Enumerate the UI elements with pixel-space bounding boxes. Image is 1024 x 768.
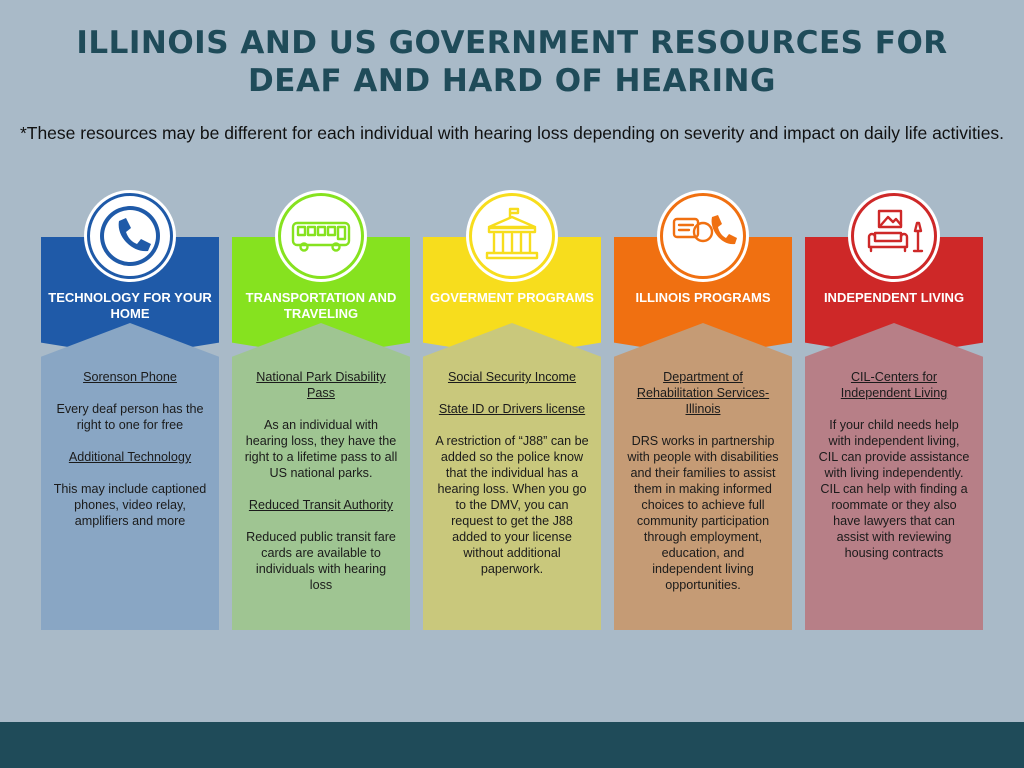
resource-link[interactable]: State ID or Drivers license	[438, 402, 586, 416]
resource-link[interactable]: Reduced Transit Authority	[248, 498, 394, 512]
card-body	[41, 323, 219, 630]
subtitle-note: *These resources may be different for ea…	[19, 123, 1005, 143]
resource-card: TECHNOLOGY FOR YOUR HOME Sorenson Phone Ev…	[41, 193, 219, 630]
resource-card: INDEPENDENT LIVING CIL-Centers for Indepe…	[805, 193, 983, 630]
resource-description: If your child needs help with independen…	[818, 418, 970, 560]
card-title: INDEPENDENT LIVING	[823, 290, 965, 305]
card-text: National Park Disability Pass As an indiv…	[244, 369, 398, 609]
card-text: Department of Rehabilitation Services-Il…	[626, 369, 780, 609]
card-body	[423, 323, 601, 630]
card-body	[614, 323, 792, 630]
title-line-1: ILLINOIS AND US GOVERNMENT RESOURCES FOR	[76, 25, 948, 61]
card-title: TRANSPORTATION AND TRAVELING	[245, 290, 397, 321]
resource-link[interactable]: Sorenson Phone	[83, 370, 177, 384]
resource-link[interactable]: Department of Rehabilitation Services-Il…	[636, 370, 770, 416]
phone-icon	[87, 193, 173, 279]
title-line-2: DEAF AND HARD OF HEARING	[248, 63, 776, 99]
resource-description: Reduced public transit fare cards are av…	[246, 530, 396, 592]
resource-link[interactable]: Social Security Income	[447, 370, 577, 384]
card-body	[805, 323, 983, 630]
living-room-icon	[851, 193, 937, 279]
government-building-icon	[469, 193, 555, 279]
page-title: ILLINOIS AND US GOVERNMENT RESOURCES FOR…	[0, 24, 1024, 100]
card-text: Sorenson Phone Every deaf person has the …	[53, 369, 207, 545]
card-text: CIL-Centers for Independent Living If you…	[817, 369, 971, 577]
resource-link[interactable]: CIL-Centers for Independent Living	[840, 370, 948, 400]
resource-card: GOVERMENT PROGRAMS Social Security Income…	[423, 193, 601, 630]
card-title: ILLINOIS PROGRAMS	[635, 290, 771, 305]
resource-description: As an individual with hearing loss, they…	[244, 418, 398, 480]
card-text: Social Security Income State ID or Driver…	[435, 369, 589, 593]
resource-link[interactable]: National Park Disability Pass	[256, 370, 386, 400]
chat-phone-icon	[660, 193, 746, 279]
resource-description: This may include captioned phones, video…	[53, 482, 207, 528]
resource-card: TRANSPORTATION AND TRAVELING National Par…	[232, 193, 410, 630]
card-title: TECHNOLOGY FOR YOUR HOME	[48, 290, 212, 321]
footer-bar	[0, 722, 1024, 768]
resource-description: Every deaf person has the right to one f…	[56, 402, 204, 432]
resource-link[interactable]: Additional Technology	[68, 450, 192, 464]
card-body	[232, 323, 410, 630]
resource-card: ILLINOIS PROGRAMS Department of Rehabilit…	[614, 193, 792, 630]
resource-description: DRS works in partnership with people wit…	[627, 434, 779, 592]
resource-description: A restriction of “J88” can be added so t…	[435, 434, 589, 576]
bus-icon	[278, 193, 364, 279]
card-title: GOVERMENT PROGRAMS	[430, 290, 594, 305]
